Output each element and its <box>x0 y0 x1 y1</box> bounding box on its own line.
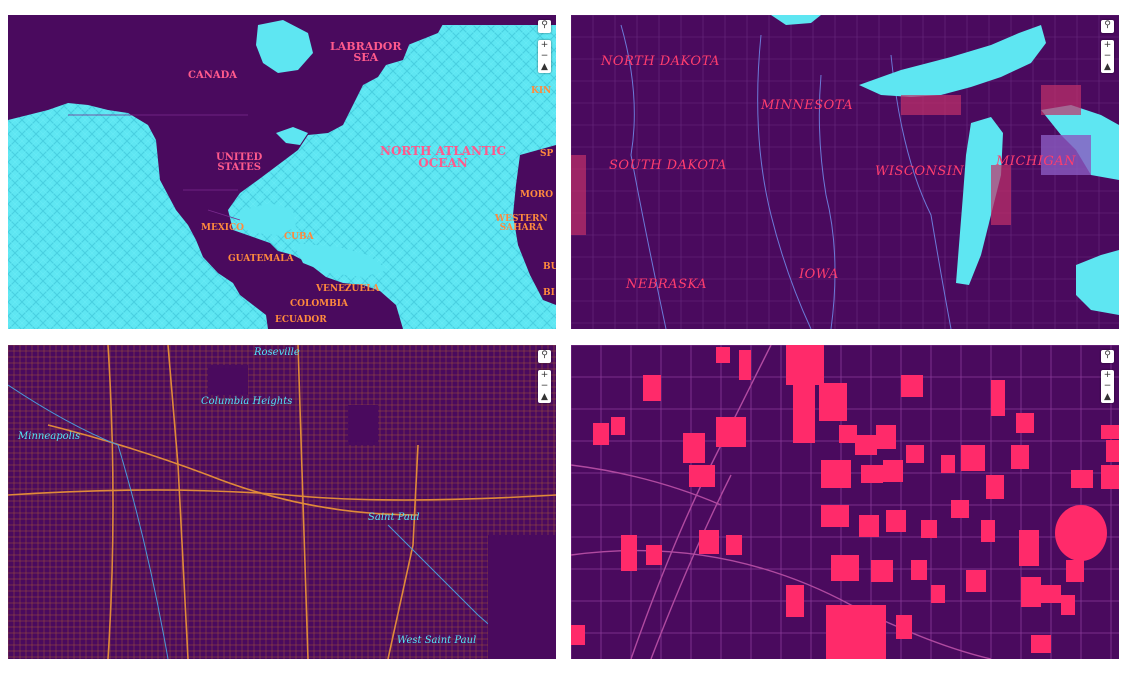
label-north-atlantic-ocean: NORTH ATLANTIC OCEAN <box>380 144 507 170</box>
label-mexico: MEXICO <box>201 223 245 233</box>
zoom-out-button[interactable]: − <box>1103 51 1112 61</box>
midwest-map-canvas[interactable] <box>571 15 1119 329</box>
label-bi-partial: BI <box>543 288 555 298</box>
highlight-region <box>1041 135 1091 175</box>
compass-north-button[interactable]: ▲ <box>1104 392 1111 402</box>
rivers <box>620 24 952 329</box>
map-search-button[interactable]: ⚲ <box>1101 350 1114 363</box>
label-minneapolis: Minneapolis <box>18 431 81 442</box>
north-america-land <box>8 15 556 329</box>
compass-north-button[interactable]: ▲ <box>541 392 548 402</box>
map-panel-midwest[interactable]: NORTH DAKOTA MINNESOTA SOUTH DAKOTA WISC… <box>571 15 1119 329</box>
map-search-button[interactable]: ⚲ <box>538 350 551 363</box>
map-panel-continental[interactable]: LABRADOR SEA CANADA UNITED STATES NORTH … <box>8 15 556 329</box>
map-panel-downtown[interactable]: ⚲ + − ▲ <box>571 345 1119 659</box>
label-north-dakota: NORTH DAKOTA <box>601 54 720 69</box>
label-columbia-heights: Columbia Heights <box>201 396 293 407</box>
compass-north-button[interactable]: ▲ <box>1104 62 1111 72</box>
label-minnesota: MINNESOTA <box>761 98 854 113</box>
search-icon[interactable]: ⚲ <box>541 350 548 360</box>
great-lakes-water <box>276 127 308 145</box>
map-zoom-controls: + − ▲ <box>538 370 551 403</box>
lake-superior-north-water <box>771 15 821 25</box>
highways <box>8 345 556 659</box>
buildings <box>571 345 1119 659</box>
label-western-sahara: WESTERN SAHARA <box>495 214 548 233</box>
map-search-button[interactable]: ⚲ <box>1101 20 1114 33</box>
label-cuba: CUBA <box>284 232 314 242</box>
parks <box>208 365 556 659</box>
label-west-saint-paul: West Saint Paul <box>397 635 477 646</box>
urban-density-areas <box>571 85 1081 235</box>
map-panel-twin-cities[interactable]: Roseville Columbia Heights Minneapolis S… <box>8 345 556 659</box>
street-grid <box>8 345 556 659</box>
label-saint-paul: Saint Paul <box>368 512 420 523</box>
zoom-out-button[interactable]: − <box>540 51 549 61</box>
compass-north-button[interactable]: ▲ <box>541 62 548 72</box>
search-icon[interactable]: ⚲ <box>541 20 548 30</box>
downtown-map-canvas[interactable] <box>571 345 1119 659</box>
label-nebraska: NEBRASKA <box>626 277 708 292</box>
label-labrador-sea: LABRADOR SEA <box>330 40 402 64</box>
country-borders <box>68 114 248 221</box>
label-south-dakota: SOUTH DAKOTA <box>609 158 727 173</box>
label-united-states: UNITED STATES <box>216 152 263 173</box>
lake-superior-water <box>859 25 1046 97</box>
label-michigan: MICHIGAN <box>996 154 1077 169</box>
label-guatemala: GUATEMALA <box>228 254 294 264</box>
map-zoom-controls: + − ▲ <box>1101 370 1114 403</box>
label-bu-partial: BU <box>543 262 556 272</box>
search-icon[interactable]: ⚲ <box>1104 350 1111 360</box>
map-search-button[interactable]: ⚲ <box>538 20 551 33</box>
zoom-in-button[interactable]: + <box>1103 370 1112 380</box>
search-icon[interactable]: ⚲ <box>1104 20 1111 30</box>
hudson-bay-water <box>256 20 313 73</box>
label-canada: CANADA <box>188 70 238 81</box>
zoom-out-button[interactable]: − <box>540 381 549 391</box>
label-ecuador: ECUADOR <box>275 315 327 325</box>
map-zoom-controls: + − ▲ <box>1101 40 1114 73</box>
greenland-land <box>328 15 448 49</box>
africa-land <box>513 145 556 305</box>
label-roseville: Roseville <box>254 347 300 358</box>
label-wisconsin: WISCONSIN <box>875 164 965 179</box>
continental-map-canvas[interactable] <box>8 15 556 329</box>
lake-huron-south-water <box>1076 250 1119 315</box>
map-zoom-controls: + − ▲ <box>538 40 551 73</box>
gulf-of-mexico-water <box>236 203 296 235</box>
zoom-in-button[interactable]: + <box>1103 40 1112 50</box>
label-venezuela: VENEZUELA <box>316 284 380 294</box>
zoom-in-button[interactable]: + <box>540 40 549 50</box>
twin-cities-map-canvas[interactable] <box>8 345 556 659</box>
zoom-in-button[interactable]: + <box>540 370 549 380</box>
label-iowa: IOWA <box>799 267 839 282</box>
label-colombia: COLOMBIA <box>290 299 348 309</box>
caribbean-water <box>293 243 388 277</box>
zoom-out-button[interactable]: − <box>1103 381 1112 391</box>
label-morocco-partial: MORO <box>520 190 554 200</box>
label-spain-partial: SP <box>540 149 554 159</box>
label-kingdom-partial: KIN <box>531 86 552 96</box>
lake-michigan-water <box>956 117 1003 285</box>
